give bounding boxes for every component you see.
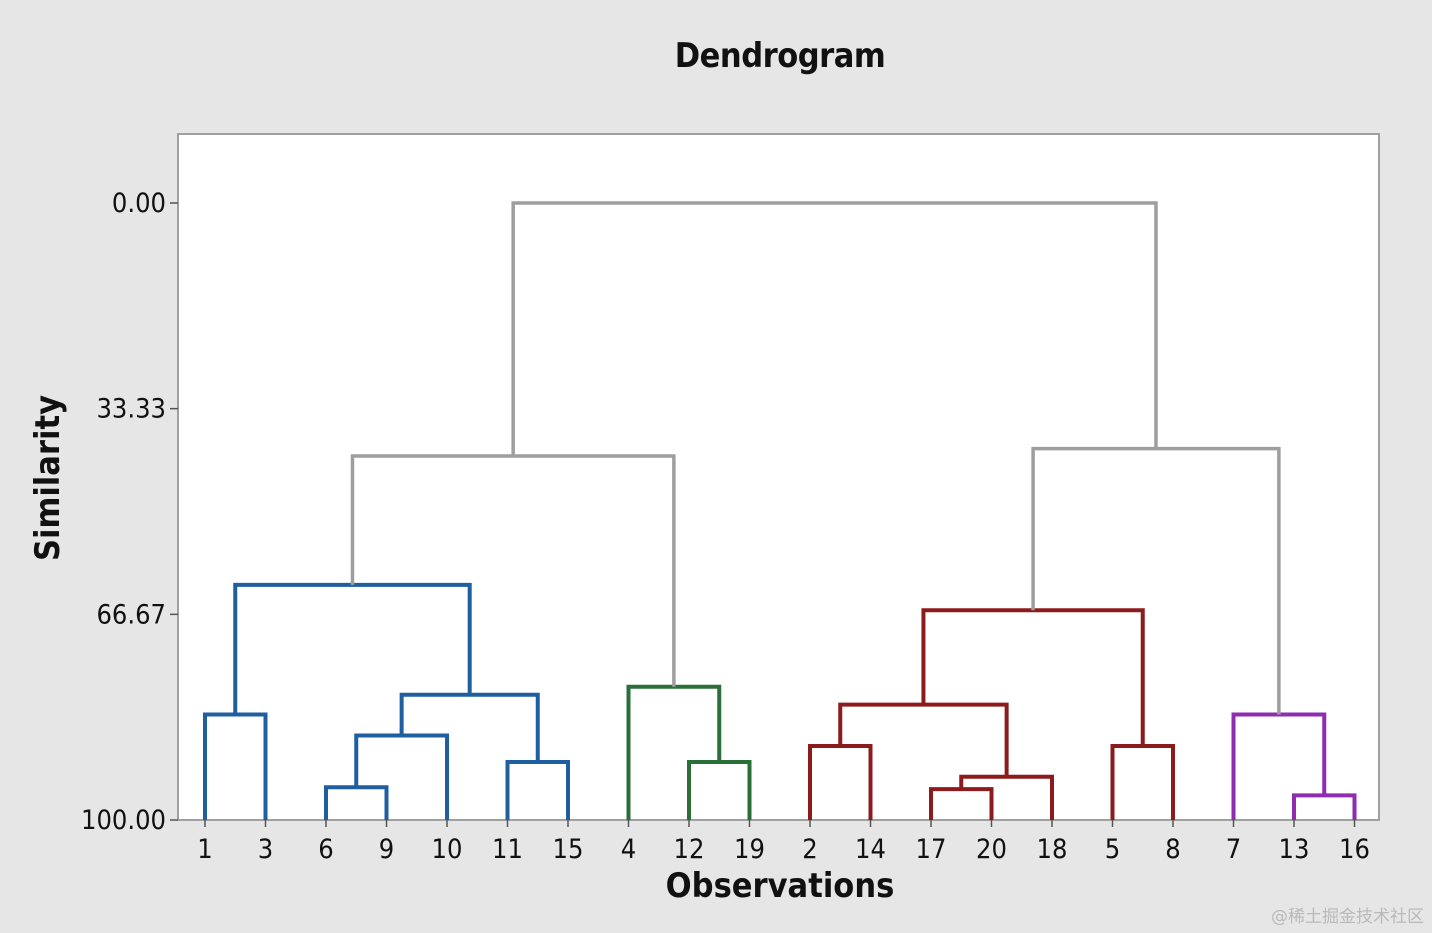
x-axis: 1 3 6 9 10 11 15 4 12 19 2 14 17 20 18 5 8 7 13 16 xyxy=(197,820,1370,865)
x-axis-title: Observations xyxy=(665,866,895,906)
leaf-label-6: 6 xyxy=(318,834,333,865)
leaf-label-5: 5 xyxy=(1105,834,1120,865)
leaf-label-1: 1 xyxy=(197,834,212,865)
leaf-label-18: 18 xyxy=(1037,834,1068,865)
y-tick-label: 100.00 xyxy=(81,805,166,836)
leaf-label-19: 19 xyxy=(734,834,765,865)
leaf-label-12: 12 xyxy=(674,834,705,865)
dendrogram-link xyxy=(511,201,1158,456)
leaf-label-4: 4 xyxy=(621,834,636,865)
leaf-label-14: 14 xyxy=(855,834,886,865)
leaf-label-17: 17 xyxy=(916,834,947,865)
leaf-label-20: 20 xyxy=(976,834,1007,865)
y-axis: 0.00 33.33 66.67 100.00 xyxy=(81,188,178,836)
leaf-label-15: 15 xyxy=(553,834,584,865)
leaf-label-10: 10 xyxy=(432,834,463,865)
leaf-label-11: 11 xyxy=(492,834,523,865)
leaf-label-2: 2 xyxy=(802,834,817,865)
dendrogram-links xyxy=(203,201,1357,820)
leaf-label-16: 16 xyxy=(1339,834,1370,865)
leaf-label-3: 3 xyxy=(258,834,273,865)
watermark: @稀土掘金技术社区 xyxy=(1271,907,1424,927)
leaf-label-9: 9 xyxy=(379,834,394,865)
plot-area xyxy=(177,133,1380,821)
y-tick-label: 0.00 xyxy=(112,188,166,219)
leaf-label-13: 13 xyxy=(1279,834,1310,865)
y-tick-label: 66.67 xyxy=(96,599,166,630)
chart-title: Dendrogram xyxy=(674,36,886,76)
leaf-label-8: 8 xyxy=(1165,834,1180,865)
leaf-label-7: 7 xyxy=(1226,834,1241,865)
y-tick-label: 33.33 xyxy=(96,394,166,425)
